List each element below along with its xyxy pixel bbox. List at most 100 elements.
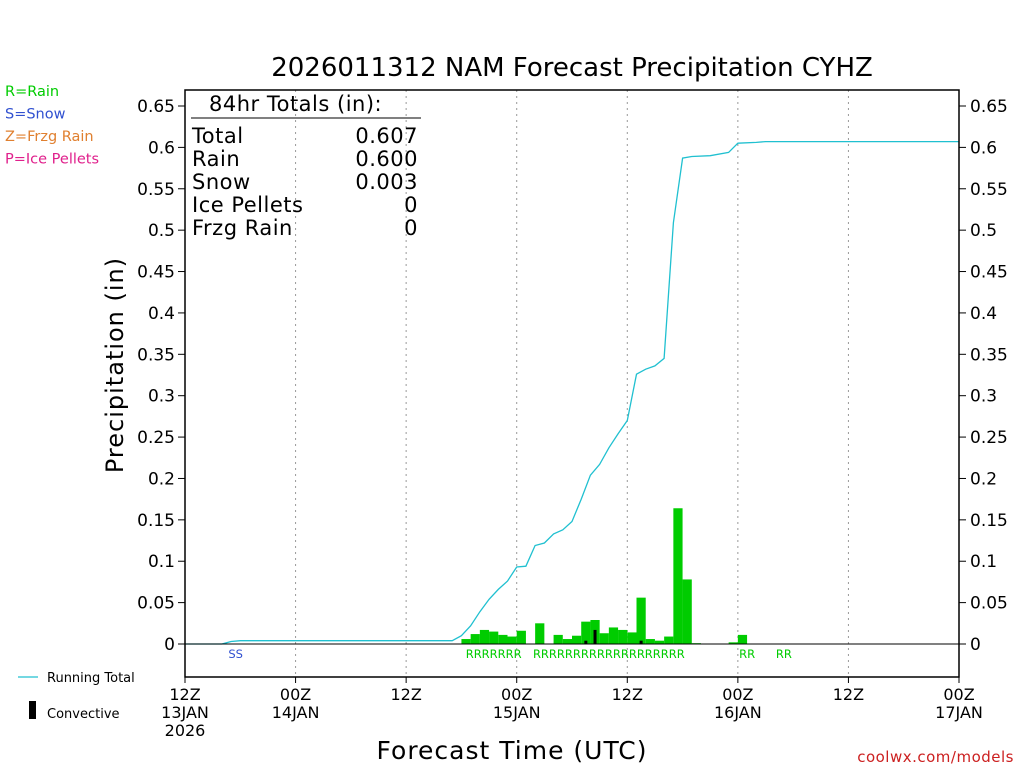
y-tick-label: 0.15 bbox=[137, 511, 175, 531]
precip-bar bbox=[498, 634, 508, 644]
convective-bar bbox=[639, 640, 643, 644]
ptype-legend-item: Z=Frzg Rain bbox=[5, 129, 94, 145]
x-tick-label: 00Z bbox=[280, 685, 311, 704]
ptype-labels: SS RRRRRRR RRRRRRRRRRRRRRRRRRR RR RR bbox=[228, 647, 792, 661]
totals-label: Snow bbox=[192, 170, 251, 194]
y-tick-label: 0.6 bbox=[148, 138, 175, 158]
precip-bar bbox=[489, 631, 499, 644]
y-tick-label: 0.3 bbox=[148, 387, 175, 407]
precip-bar bbox=[673, 508, 683, 644]
x-tick-label: 12Z bbox=[169, 685, 200, 704]
precip-bar bbox=[645, 639, 655, 644]
totals-value: 0.600 bbox=[355, 147, 418, 171]
y-tick-label: 0.4 bbox=[148, 304, 175, 324]
x-tick-label: 15JAN bbox=[493, 703, 541, 722]
precip-bar bbox=[599, 633, 609, 644]
x-tick-label: 12Z bbox=[612, 685, 643, 704]
ptype-label: RR bbox=[739, 647, 755, 661]
y-tick-label: 0.2 bbox=[148, 469, 175, 489]
totals-heading: 84hr Totals (in): bbox=[209, 92, 382, 116]
precip-bar bbox=[553, 634, 563, 644]
totals-value: 0.607 bbox=[355, 124, 418, 148]
precip-bar bbox=[479, 629, 490, 644]
y-tick-label: 0.5 bbox=[148, 221, 175, 241]
precip-bar bbox=[461, 639, 471, 644]
ptype-legend-item: P=Ice Pellets bbox=[5, 152, 99, 168]
precip-bar bbox=[636, 597, 646, 644]
totals-rows: Total 0.607 Rain 0.600 Snow 0.003 Ice Pellets 0… bbox=[191, 124, 418, 240]
totals-label: Ice Pellets bbox=[192, 193, 303, 217]
axes: 0.65 0.65 0.6 0.6 0.55 0.55 0.5 0.5 0.45 0.45 0.4 0… bbox=[137, 97, 1008, 740]
x-tick-label: 17JAN bbox=[935, 703, 983, 722]
totals-label: Rain bbox=[192, 147, 240, 171]
precip-bar bbox=[608, 627, 619, 644]
y-tick-label-right: 0.45 bbox=[970, 263, 1008, 283]
precip-bar bbox=[618, 629, 628, 644]
convective-bar bbox=[584, 640, 588, 644]
precip-bar bbox=[507, 636, 517, 644]
legend-bar-swatch bbox=[29, 701, 36, 719]
grid-lines bbox=[295, 90, 849, 677]
y-tick-label-right: 0.1 bbox=[970, 552, 997, 572]
precip-bar bbox=[562, 639, 572, 644]
ptype-label: RRRRRRRRRRRRRRRRRRR bbox=[533, 647, 685, 661]
y-tick-label: 0.45 bbox=[137, 263, 175, 283]
y-tick-label-right: 0.05 bbox=[970, 594, 1008, 614]
y-axis-label: Precipitation (in) bbox=[101, 257, 129, 473]
precip-bar bbox=[664, 636, 674, 644]
legend-label: Convective bbox=[47, 707, 120, 722]
precip-bar bbox=[535, 623, 545, 644]
precip-bar bbox=[728, 642, 738, 644]
x-axis-label: Forecast Time (UTC) bbox=[377, 736, 648, 765]
precip-bar bbox=[654, 640, 665, 644]
precip-bar bbox=[682, 579, 692, 644]
x-tick-label: 12Z bbox=[833, 685, 864, 704]
ptype-legend-item: R=Rain bbox=[5, 84, 59, 100]
precip-bar bbox=[627, 632, 637, 644]
totals-value: 0 bbox=[404, 216, 418, 240]
y-tick-label-right: 0.15 bbox=[970, 511, 1008, 531]
totals-value: 0 bbox=[404, 193, 418, 217]
ptype-label: SS bbox=[228, 647, 243, 661]
convective-bar bbox=[593, 629, 597, 644]
x-tick-label: 00Z bbox=[501, 685, 532, 704]
y-tick-label-right: 0.55 bbox=[970, 180, 1008, 200]
chart-title: 2026011312 NAM Forecast Precipitation CY… bbox=[271, 53, 873, 83]
precip-bar bbox=[516, 630, 526, 644]
precip-bar bbox=[470, 634, 480, 644]
y-tick-label-right: 0.25 bbox=[970, 428, 1008, 448]
ptype-label: RR bbox=[776, 647, 792, 661]
totals-box: 84hr Totals (in): Total 0.607 Rain 0.600 Sno… bbox=[191, 92, 421, 240]
y-tick-label: 0.1 bbox=[148, 552, 175, 572]
x-tick-label: 16JAN bbox=[714, 703, 762, 722]
y-tick-label-right: 0.2 bbox=[970, 469, 997, 489]
totals-value: 0.003 bbox=[355, 170, 418, 194]
y-tick-label-right: 0.6 bbox=[970, 138, 997, 158]
credit-text: coolwx.com/models bbox=[857, 748, 1014, 766]
y-tick-label: 0.05 bbox=[137, 594, 175, 614]
legend-label: Running Total bbox=[47, 671, 135, 686]
running-total-line bbox=[185, 140, 959, 645]
y-tick-label-right: 0.65 bbox=[970, 97, 1008, 117]
totals-label: Total bbox=[191, 124, 244, 148]
ptype-label: RRRRRRR bbox=[466, 647, 522, 661]
y-tick-label: 0.55 bbox=[137, 180, 175, 200]
series-legend: Running Total Convective bbox=[18, 671, 135, 722]
precip-bar bbox=[572, 635, 582, 644]
y-tick-label-right: 0.4 bbox=[970, 304, 997, 324]
totals-label: Frzg Rain bbox=[192, 216, 293, 240]
x-tick-label: 00Z bbox=[722, 685, 753, 704]
y-tick-label-right: 0.3 bbox=[970, 387, 997, 407]
x-tick-label: 13JAN bbox=[161, 703, 209, 722]
y-tick-label: 0.25 bbox=[137, 428, 175, 448]
y-tick-label: 0.65 bbox=[137, 97, 175, 117]
y-tick-label-right: 0 bbox=[970, 635, 981, 655]
x-tick-label: 00Z bbox=[943, 685, 974, 704]
y-tick-label-right: 0.5 bbox=[970, 221, 997, 241]
y-tick-label: 0.35 bbox=[137, 345, 175, 365]
ptype-legend-item: S=Snow bbox=[5, 107, 66, 123]
y-tick-label: 0 bbox=[164, 635, 175, 655]
bar-series bbox=[461, 508, 748, 644]
x-tick-label: 2026 bbox=[165, 721, 206, 740]
plot-frame bbox=[184, 89, 960, 678]
